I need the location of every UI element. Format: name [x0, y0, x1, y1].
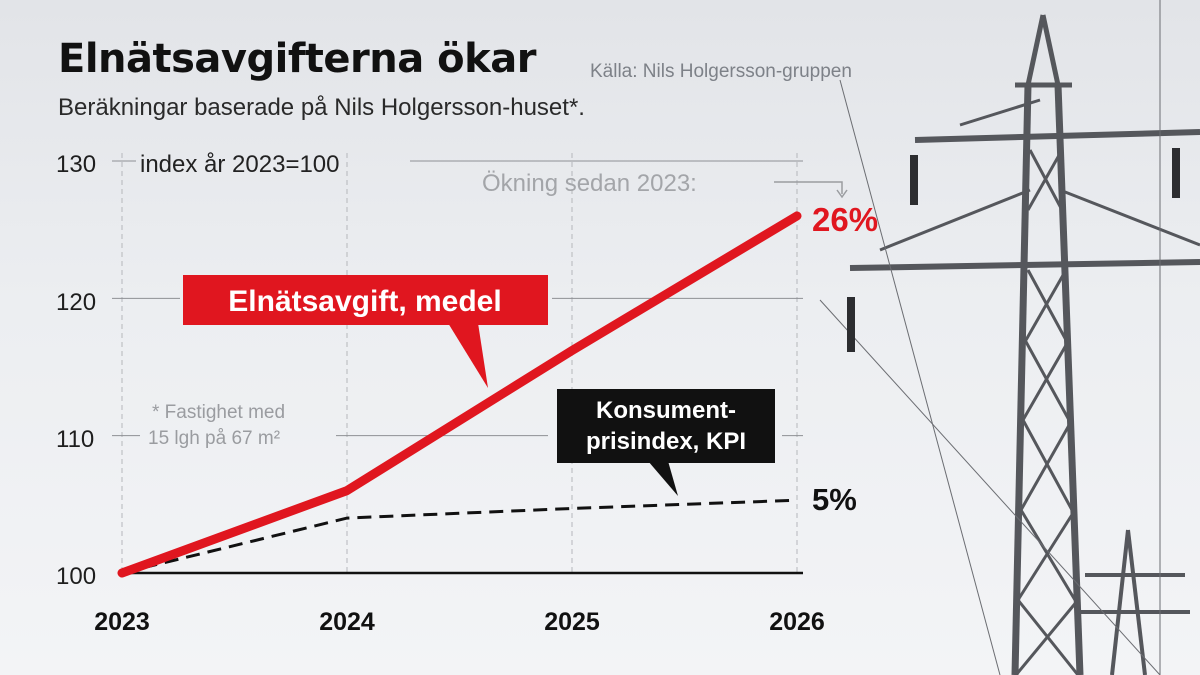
series-label-kpi: Konsument- prisindex, KPI: [557, 389, 775, 496]
y-tick-label: 110: [56, 426, 94, 453]
series-line-elnatsavgift: [117, 211, 802, 578]
series-label-elnatsavgift: Elnätsavgift, medel: [183, 275, 548, 388]
x-tick-label: 2025: [544, 608, 600, 636]
footnote-line: 15 lgh på 67 m²: [148, 428, 280, 449]
x-tick-label: 2026: [769, 608, 825, 636]
footnote-line: * Fastighet med: [152, 402, 285, 423]
increase-arrowhead: [836, 189, 848, 199]
y-tick-label: 100: [56, 563, 96, 590]
svg-text:prisindex, KPI: prisindex, KPI: [586, 428, 746, 455]
source-note: Källa: Nils Holgersson-gruppen: [590, 61, 852, 82]
grid: [112, 153, 803, 575]
end-value-label-kpi: 5%: [812, 482, 857, 517]
series-line-kpi: [121, 498, 798, 575]
svg-text:Konsument-: Konsument-: [596, 397, 736, 424]
increase-arrow: [774, 181, 843, 194]
end-value-label-elnatsavgift: 26%: [812, 201, 878, 238]
y-tick-label: 120: [56, 289, 96, 316]
y-tick-label: 130: [56, 151, 96, 178]
pylon-illustration: [819, 0, 1200, 675]
x-tick-label: 2024: [319, 608, 375, 636]
x-tick-label: 2023: [94, 608, 150, 636]
page-title: Elnätsavgifterna ökar: [58, 36, 536, 82]
svg-text:Elnätsavgift, medel: Elnätsavgift, medel: [228, 285, 501, 318]
unit-label: index år 2023=100: [140, 151, 340, 178]
insulators: [847, 148, 1180, 352]
subtitle: Beräkningar baserade på Nils Holgersson-…: [58, 94, 585, 121]
increase-since-label: Ökning sedan 2023:: [482, 170, 697, 197]
